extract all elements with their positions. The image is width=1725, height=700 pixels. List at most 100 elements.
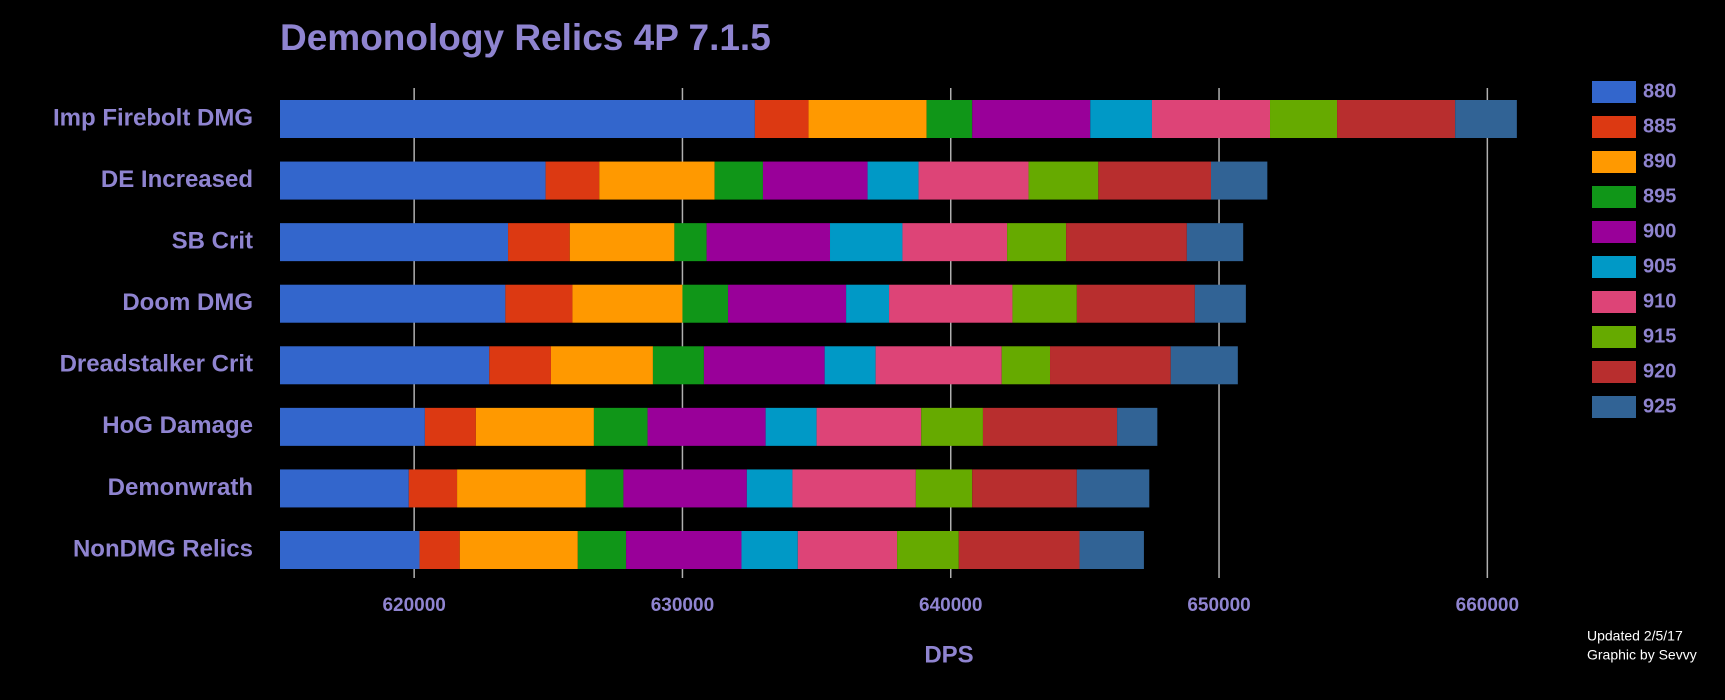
- footnote: Graphic by Sevvy: [1587, 647, 1697, 663]
- bar-segment: [889, 284, 1013, 323]
- bar-segment: [754, 100, 809, 138]
- bar-segment: [972, 469, 1077, 508]
- bar-segment: [846, 284, 890, 323]
- legend-label: 885: [1643, 115, 1676, 137]
- legend-label: 895: [1643, 185, 1676, 207]
- y-tick-label: Demonwrath: [108, 474, 253, 501]
- x-tick-label: 660000: [1456, 595, 1519, 616]
- bar-segment: [797, 531, 898, 569]
- bar-segment: [824, 346, 876, 385]
- bar-segment: [1007, 223, 1067, 262]
- bar-segment: [280, 346, 490, 385]
- bar-segment: [647, 407, 766, 446]
- bar-segment: [457, 469, 586, 508]
- y-tick-label: Doom DMG: [122, 289, 253, 316]
- bar-segment: [714, 161, 763, 200]
- bar-segment: [475, 407, 594, 446]
- legend-label: 915: [1643, 325, 1676, 347]
- bar-segment: [593, 407, 648, 446]
- bar-segment: [972, 100, 1091, 138]
- bar-segment: [280, 469, 409, 508]
- y-tick-label: Imp Firebolt DMG: [53, 104, 253, 131]
- bar-segment: [280, 407, 425, 446]
- legend-label: 920: [1643, 360, 1676, 382]
- bar-segment: [741, 531, 798, 569]
- bar-segment: [280, 100, 755, 138]
- bar-segment: [982, 407, 1118, 446]
- bar-segment: [489, 346, 551, 385]
- bar-segment: [419, 531, 460, 569]
- legend-swatch: [1592, 256, 1636, 278]
- bar-segment: [728, 284, 847, 323]
- bar-segment: [1337, 100, 1456, 138]
- legend-swatch: [1592, 81, 1636, 103]
- bar-segment: [792, 469, 916, 508]
- bar-segment: [765, 407, 817, 446]
- footnote: Updated 2/5/17: [1587, 628, 1683, 644]
- bar-segment: [545, 161, 600, 200]
- bar-segment: [706, 223, 831, 262]
- bar-segment: [623, 469, 747, 508]
- bar-segment: [808, 100, 927, 138]
- bar-segment: [459, 531, 578, 569]
- bar-segment: [508, 223, 570, 262]
- bar-segment: [626, 531, 742, 569]
- legend-swatch: [1592, 221, 1636, 243]
- bar-segment: [1170, 346, 1238, 385]
- bar-segment: [1028, 161, 1099, 200]
- bar-segment: [1455, 100, 1517, 138]
- x-axis-label: DPS: [924, 641, 973, 668]
- bar-segment: [550, 346, 653, 385]
- legend-label: 900: [1643, 220, 1676, 242]
- bar-segment: [1098, 161, 1211, 200]
- x-tick-label: 630000: [651, 595, 714, 616]
- bar-segment: [1151, 100, 1271, 138]
- bar-segment: [867, 161, 919, 200]
- x-tick-label: 620000: [382, 595, 445, 616]
- legend-label: 910: [1643, 290, 1676, 312]
- bar-segment: [505, 284, 573, 323]
- bar-segment: [926, 100, 973, 138]
- bar-segment: [921, 407, 983, 446]
- bar-segment: [897, 531, 959, 569]
- bar-segment: [1066, 223, 1187, 262]
- legend-swatch: [1592, 186, 1636, 208]
- legend-swatch: [1592, 396, 1636, 418]
- bar-segment: [652, 346, 704, 385]
- bar-segment: [918, 161, 1029, 200]
- bar-segment: [1050, 346, 1171, 385]
- bar-segment: [1012, 284, 1077, 323]
- bar-segment: [280, 531, 420, 569]
- bar-segment: [674, 223, 707, 262]
- legend-swatch: [1592, 326, 1636, 348]
- legend-label: 880: [1643, 80, 1676, 102]
- bar-segment: [1001, 346, 1051, 385]
- x-tick-label: 640000: [919, 595, 982, 616]
- bar-segment: [902, 223, 1008, 262]
- bar-segment: [1117, 407, 1158, 446]
- bar-segment: [746, 469, 793, 508]
- bar-segment: [1194, 284, 1246, 323]
- bar-segment: [1090, 100, 1152, 138]
- bar-segment: [762, 161, 868, 200]
- y-tick-label: DE Increased: [101, 166, 253, 193]
- bar-segment: [958, 531, 1080, 569]
- bar-segment: [280, 223, 509, 262]
- bar-segment: [915, 469, 973, 508]
- bar-segment: [1210, 161, 1268, 200]
- bar-segment: [682, 284, 729, 323]
- bar-segment: [280, 161, 546, 200]
- y-tick-label: Dreadstalker Crit: [60, 351, 253, 378]
- bar-segment: [585, 469, 624, 508]
- bar-segment: [1079, 531, 1144, 569]
- bar-segment: [408, 469, 458, 508]
- bar-segment: [816, 407, 922, 446]
- y-tick-label: HoG Damage: [102, 412, 253, 439]
- chart-title: Demonology Relics 4P 7.1.5: [280, 17, 771, 58]
- legend-label: 890: [1643, 150, 1676, 172]
- legend-label: 925: [1643, 395, 1676, 417]
- y-tick-label: SB Crit: [172, 227, 253, 254]
- legend-label: 905: [1643, 255, 1676, 277]
- bar-segment: [577, 531, 627, 569]
